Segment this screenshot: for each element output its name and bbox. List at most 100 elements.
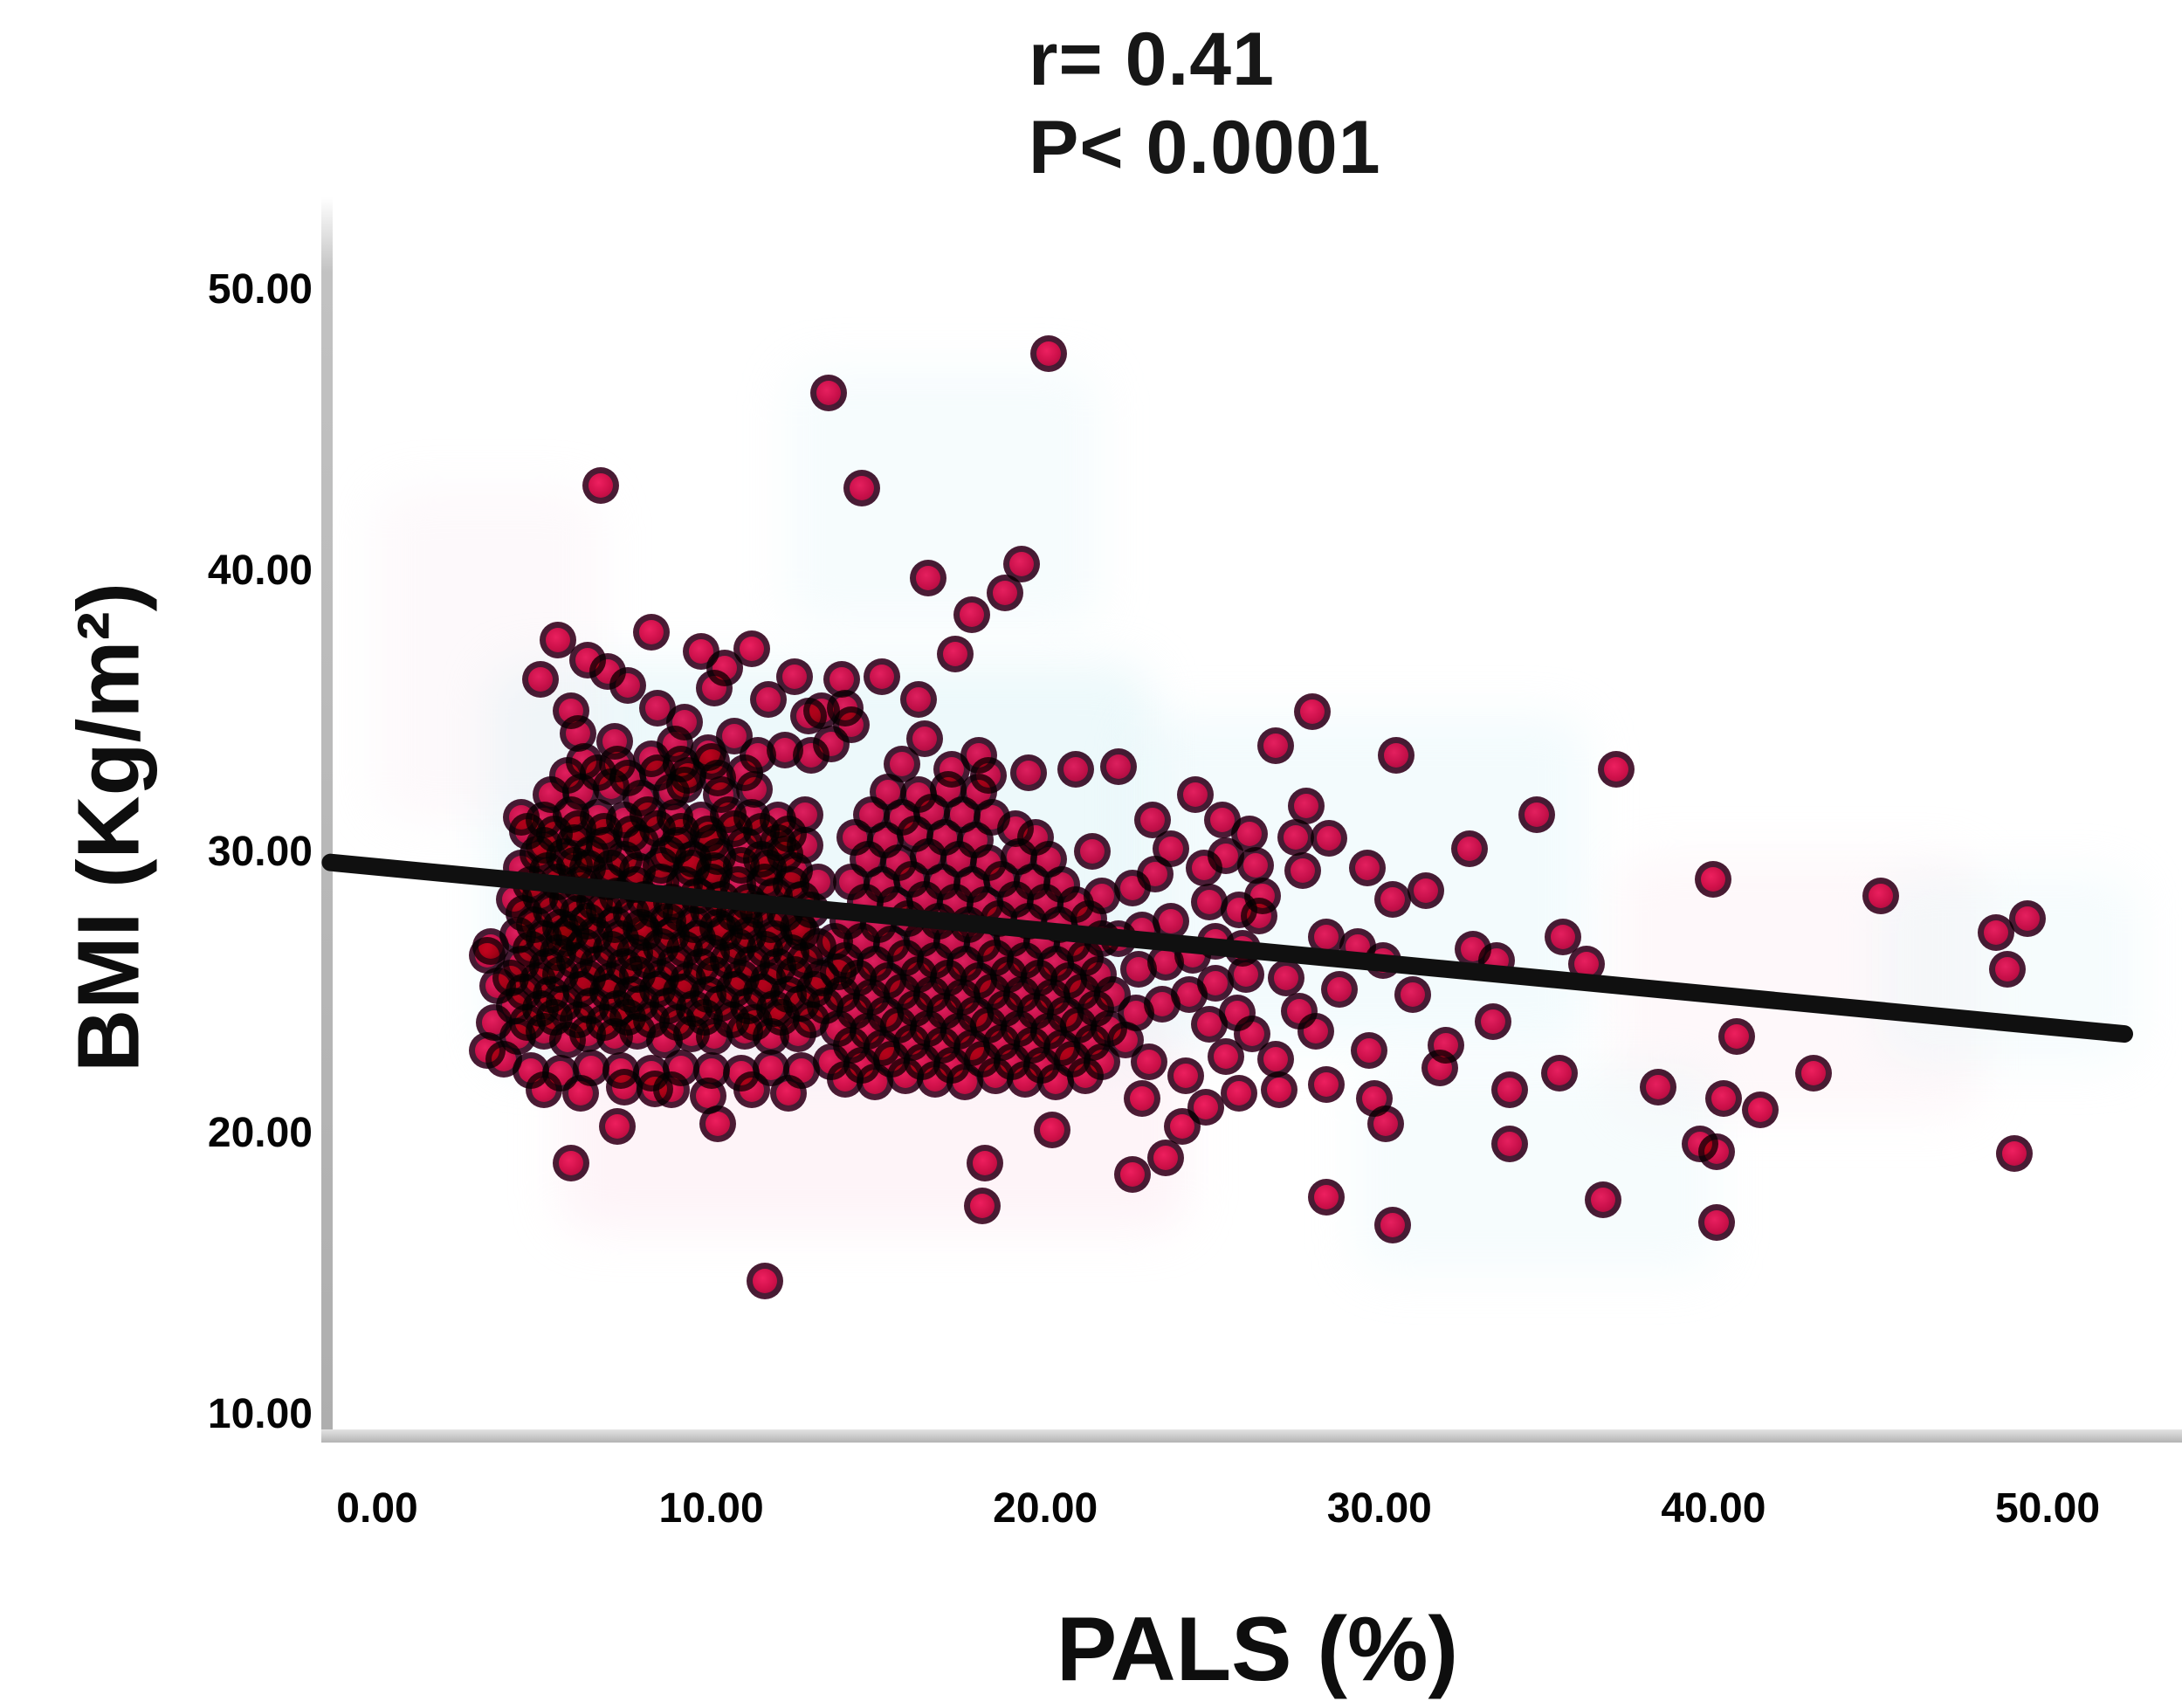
data-point — [769, 1074, 807, 1112]
data-point — [1704, 1080, 1742, 1118]
data-point — [936, 636, 974, 673]
data-point — [1057, 751, 1094, 789]
data-point — [746, 1263, 783, 1300]
data-point — [1167, 1057, 1204, 1095]
data-point — [1311, 820, 1348, 857]
data-point — [652, 1071, 690, 1109]
data-point — [1030, 334, 1068, 372]
data-point — [863, 658, 900, 696]
data-point — [843, 470, 880, 507]
data-point — [1364, 942, 1401, 980]
data-point — [963, 1187, 1001, 1224]
data-point — [793, 737, 830, 775]
data-point — [706, 650, 743, 687]
data-point — [1491, 1071, 1528, 1109]
data-point — [960, 774, 997, 811]
data-point — [1541, 1055, 1579, 1092]
data-point — [1568, 945, 1605, 982]
data-point — [665, 703, 703, 740]
data-point — [1003, 546, 1041, 583]
data-point — [1033, 1111, 1070, 1148]
x-axis-line — [321, 1429, 2182, 1443]
x-axis-title: PALS (%) — [1056, 1599, 1459, 1700]
data-point — [582, 467, 620, 505]
data-point — [1477, 942, 1515, 980]
y-tick-label: 10.00 — [207, 1391, 313, 1437]
data-point — [606, 1069, 644, 1106]
data-point — [1243, 878, 1281, 915]
data-point — [1394, 976, 1432, 1013]
data-point — [1280, 993, 1318, 1030]
data-point — [1073, 832, 1111, 870]
data-point — [1977, 914, 2014, 952]
data-point — [967, 1145, 1004, 1182]
data-point — [1084, 878, 1121, 915]
data-point — [716, 717, 754, 754]
data-point — [1374, 880, 1412, 918]
r-value-text: r= 0.41 — [1029, 17, 1275, 101]
data-point — [826, 689, 864, 727]
data-point — [1741, 1092, 1779, 1129]
data-point — [1718, 1018, 1756, 1056]
x-tick-label: 0.00 — [336, 1485, 418, 1532]
data-point — [1518, 795, 1555, 833]
y-tick-label: 20.00 — [207, 1110, 313, 1156]
stats-annotation: r= 0.41 P< 0.0001 — [1029, 16, 1381, 193]
data-point — [906, 720, 944, 757]
x-tick-label: 40.00 — [1661, 1485, 1766, 1532]
data-point — [689, 1077, 726, 1114]
data-point — [1120, 951, 1158, 988]
data-point — [1267, 959, 1304, 996]
data-point — [1227, 956, 1264, 994]
data-point — [1474, 1002, 1511, 1040]
data-point — [1016, 818, 1054, 856]
data-point — [1261, 1071, 1298, 1109]
data-point — [1374, 1207, 1412, 1244]
data-point — [953, 596, 991, 634]
y-tick-label: 40.00 — [207, 548, 313, 594]
data-point — [1190, 1005, 1228, 1043]
x-tick-label: 20.00 — [993, 1485, 1098, 1532]
data-point — [1187, 1088, 1224, 1126]
data-point — [469, 936, 506, 974]
data-point — [786, 795, 823, 833]
data-point — [639, 689, 677, 727]
data-point — [1640, 1069, 1677, 1106]
data-point — [1307, 1066, 1345, 1104]
data-point — [562, 1074, 600, 1112]
data-point — [1491, 1125, 1528, 1162]
data-point — [1695, 860, 1732, 898]
data-point — [1377, 737, 1415, 775]
y-tick-label: 50.00 — [207, 266, 313, 313]
data-point — [1795, 1055, 1833, 1092]
data-point — [1113, 1156, 1151, 1194]
data-point — [1284, 852, 1321, 890]
data-point — [1277, 818, 1315, 856]
data-point — [526, 1071, 563, 1109]
x-tick-label: 50.00 — [1994, 1485, 2101, 1532]
data-point — [733, 630, 770, 667]
y-tick-label: 30.00 — [207, 829, 313, 875]
data-point — [1408, 871, 1445, 909]
data-point — [1351, 1032, 1388, 1070]
data-point — [776, 658, 814, 696]
data-point — [2009, 900, 2047, 938]
data-point — [1367, 1105, 1405, 1143]
data-point — [987, 574, 1024, 611]
data-point — [1862, 878, 1899, 915]
data-point — [1698, 1203, 1736, 1241]
data-point — [595, 723, 633, 761]
data-point — [1010, 754, 1048, 791]
data-point — [522, 661, 560, 699]
data-point — [910, 560, 947, 597]
data-point — [1294, 693, 1332, 731]
data-point — [1124, 1080, 1161, 1118]
data-point — [1177, 776, 1215, 814]
y-axis-title: BMI (Kg/m²) — [59, 582, 158, 1072]
data-point — [1257, 727, 1295, 765]
data-point — [1349, 850, 1387, 887]
data-point — [1130, 1043, 1167, 1081]
data-point — [733, 1071, 770, 1109]
data-point — [1421, 1049, 1458, 1086]
data-point — [1307, 918, 1345, 955]
